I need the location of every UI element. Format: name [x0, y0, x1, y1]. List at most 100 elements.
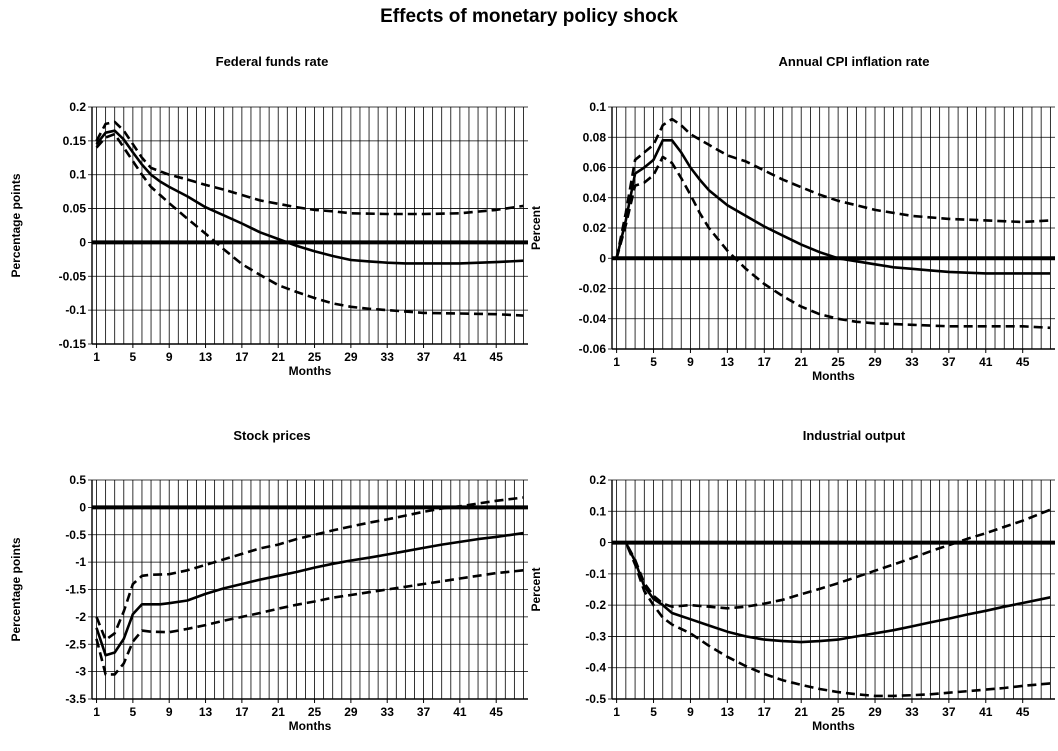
y-tick-label: 0.2: [589, 473, 606, 487]
x-tick-label: 1: [613, 355, 620, 369]
y-tick-label: 0.08: [583, 130, 607, 144]
x-tick-label: 9: [687, 355, 694, 369]
x-tick-label: 37: [417, 350, 431, 364]
x-tick-label: 41: [979, 355, 993, 369]
x-tick-label: 41: [453, 350, 467, 364]
y-tick-label: -0.3: [585, 629, 606, 643]
y-axis-label: Percent: [529, 567, 543, 611]
estimate-line: [615, 139, 1051, 275]
x-tick-label: 45: [490, 350, 504, 364]
x-tick-label: 5: [650, 705, 657, 719]
x-tick-label: 29: [344, 350, 358, 364]
chart-title: Federal funds rate: [216, 54, 329, 69]
x-tick-label: 29: [344, 705, 358, 719]
y-tick-label: -3: [75, 665, 86, 679]
x-tick-label: 33: [381, 705, 395, 719]
chart-title: Annual CPI inflation rate: [779, 54, 930, 69]
x-tick-label: 5: [130, 705, 137, 719]
x-tick-label: 21: [795, 705, 809, 719]
x-tick-label: 13: [721, 705, 735, 719]
x-tick-label: 45: [1016, 705, 1030, 719]
chart-panel: Industrial output -0.5 -0.4 -0.3 -0.2 -0.1 0 0.…: [529, 428, 1055, 733]
y-tick-label: -0.4: [585, 661, 606, 675]
x-tick-label: 21: [272, 350, 286, 364]
y-tick-label: -2.5: [65, 637, 86, 651]
x-tick-label: 13: [721, 355, 735, 369]
x-tick-label: 33: [905, 355, 919, 369]
x-tick-label: 25: [308, 705, 322, 719]
y-tick-label: 0.06: [583, 161, 607, 175]
lower-band-line: [615, 155, 1051, 330]
y-tick-label: 0: [599, 536, 606, 550]
upper-band-line: [615, 117, 1051, 259]
x-tick-label: 25: [831, 705, 845, 719]
y-tick-label: -0.02: [579, 282, 607, 296]
x-tick-label: 1: [613, 705, 620, 719]
y-tick-label: 0.5: [69, 473, 86, 487]
x-tick-label: 13: [199, 350, 213, 364]
y-tick-label: 0.1: [589, 100, 606, 114]
y-tick-label: 0.1: [69, 168, 86, 182]
x-tick-label: 25: [308, 350, 322, 364]
x-tick-label: 9: [687, 705, 694, 719]
upper-band-line: [95, 120, 524, 216]
y-tick-label: 0.05: [63, 202, 87, 216]
x-tick-label: 25: [831, 355, 845, 369]
estimate-line: [95, 531, 524, 657]
upper-band-line: [616, 508, 1051, 610]
lower-band-line: [95, 132, 524, 317]
y-tick-label: 0.04: [583, 191, 607, 205]
x-tick-label: 5: [650, 355, 657, 369]
x-tick-label: 29: [868, 355, 882, 369]
y-tick-label: -0.5: [65, 528, 86, 542]
x-tick-label: 37: [942, 355, 956, 369]
chart-panel: Stock prices -3.5 -3 -2.5 -2 -1.5 -1 -0.5 0 0.5 1 5…: [9, 428, 528, 733]
x-tick-label: 17: [758, 705, 772, 719]
y-tick-label: 0.1: [589, 504, 606, 518]
y-tick-label: 0.2: [69, 100, 86, 114]
estimate-line: [95, 129, 524, 265]
x-tick-label: 5: [130, 350, 137, 364]
figure-title: Effects of monetary policy shock: [380, 6, 678, 27]
lower-band-line: [616, 541, 1051, 698]
x-tick-label: 1: [93, 705, 100, 719]
x-tick-label: 9: [166, 350, 173, 364]
y-tick-label: 0.15: [63, 134, 87, 148]
estimate-line: [616, 541, 1051, 644]
y-tick-label: -0.1: [585, 567, 606, 581]
x-tick-label: 37: [942, 705, 956, 719]
lower-band-line: [95, 569, 524, 676]
y-tick-label: 0: [599, 251, 606, 265]
x-tick-label: 17: [235, 705, 249, 719]
y-tick-label: 0.02: [583, 221, 607, 235]
x-tick-label: 21: [272, 705, 286, 719]
chart-panel: Federal funds rate -0.15 -0.1 -0.05 0 0.05 0.1…: [9, 54, 528, 378]
x-tick-label: 33: [381, 350, 395, 364]
x-axis-label: Months: [289, 364, 332, 378]
y-tick-label: -0.04: [579, 312, 607, 326]
x-tick-label: 9: [166, 705, 173, 719]
y-tick-label: -0.15: [59, 337, 87, 351]
y-tick-label: -0.2: [585, 598, 606, 612]
chart-panel: Annual CPI inflation rate -0.06 -0.04 -0.02…: [529, 54, 1055, 383]
x-axis-label: Months: [812, 719, 855, 733]
x-tick-label: 37: [417, 705, 431, 719]
x-tick-label: 21: [795, 355, 809, 369]
x-tick-label: 33: [905, 705, 919, 719]
x-tick-label: 13: [199, 705, 213, 719]
y-tick-label: -0.1: [65, 303, 86, 317]
y-tick-label: -3.5: [65, 692, 86, 706]
x-axis-label: Months: [289, 719, 332, 733]
x-axis-label: Months: [812, 369, 855, 383]
x-tick-label: 45: [490, 705, 504, 719]
x-tick-label: 17: [758, 355, 772, 369]
x-tick-label: 1: [93, 350, 100, 364]
x-tick-label: 41: [453, 705, 467, 719]
chart-title: Industrial output: [803, 428, 906, 443]
y-tick-label: -1: [75, 555, 86, 569]
y-axis-label: Percentage points: [9, 537, 23, 641]
y-tick-label: 0: [79, 235, 86, 249]
upper-band-line: [95, 496, 524, 642]
y-tick-label: -2: [75, 610, 86, 624]
